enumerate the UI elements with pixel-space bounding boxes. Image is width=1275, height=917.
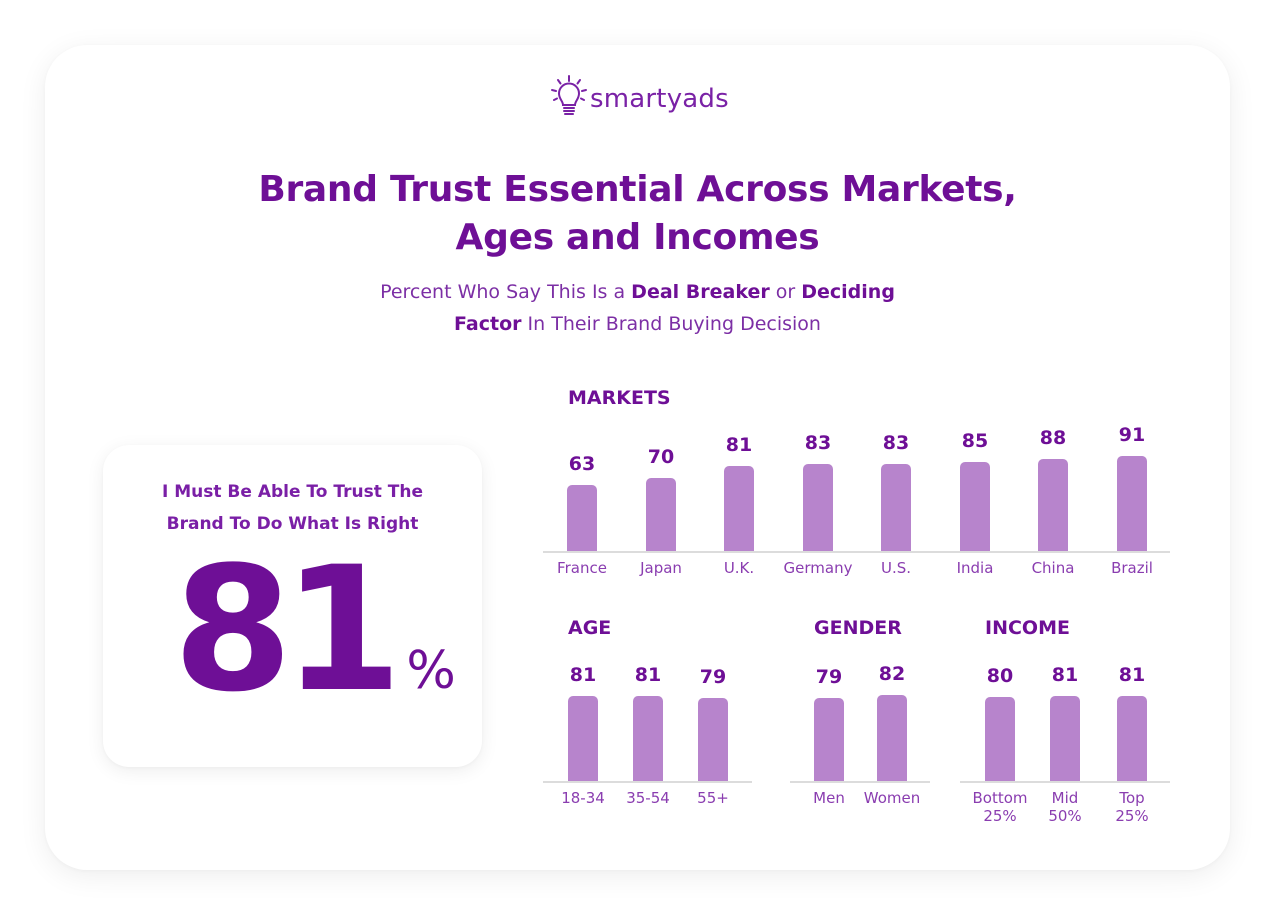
subtitle-text: or xyxy=(769,281,802,303)
bar xyxy=(814,698,844,781)
bar xyxy=(877,695,907,781)
bar xyxy=(1038,459,1068,551)
subtitle-emphasis: Deciding xyxy=(801,281,895,303)
bar xyxy=(724,466,754,551)
bar-category-label: Men xyxy=(813,789,845,807)
bar-value-label: 70 xyxy=(647,446,675,468)
bar-value-label: 88 xyxy=(1039,427,1067,449)
bar-category-label: 55+ xyxy=(697,789,729,807)
page-subtitle: Percent Who Say This Is a Deal Breaker o… xyxy=(0,276,1275,340)
bar xyxy=(633,696,663,781)
bar xyxy=(985,697,1015,781)
bar-value-label: 83 xyxy=(804,432,832,454)
bar-category-label: 35-54 xyxy=(626,789,670,807)
key-stat-label-line-2: Brand To Do What Is Right xyxy=(166,514,419,534)
title-line-2: Ages and Incomes xyxy=(455,217,820,258)
bar-category-label: Brazil xyxy=(1111,559,1153,577)
income-chart-title: INCOME xyxy=(985,617,1070,639)
title-line-1: Brand Trust Essential Across Markets, xyxy=(258,169,1017,210)
bar-value-label: 83 xyxy=(882,432,910,454)
bar-category-label: Women xyxy=(863,789,921,807)
x-axis-line xyxy=(543,781,752,783)
bar-value-label: 81 xyxy=(725,434,753,456)
age-chart-title: AGE xyxy=(568,617,612,639)
bar xyxy=(881,464,911,551)
bar-category-label: Bottom 25% xyxy=(972,789,1028,825)
bar-value-label: 81 xyxy=(1118,664,1146,686)
bar-value-label: 81 xyxy=(634,664,662,686)
bar xyxy=(567,485,597,551)
x-axis-line xyxy=(543,551,1170,553)
markets-chart-title: MARKETS xyxy=(568,387,671,409)
bar-category-label: Top 25% xyxy=(1115,789,1149,825)
x-axis-line xyxy=(960,781,1170,783)
bar-value-label: 79 xyxy=(699,666,727,688)
bar-category-label: Germany xyxy=(783,559,853,577)
bar-value-label: 63 xyxy=(568,453,596,475)
bar xyxy=(1050,696,1080,781)
bar-category-label: France xyxy=(557,559,607,577)
key-stat-value: 81 % xyxy=(173,529,456,730)
subtitle-line-1: Percent Who Say This Is a Deal Breaker o… xyxy=(0,276,1275,308)
bar-category-label: India xyxy=(956,559,994,577)
bar-category-label: U.S. xyxy=(880,559,912,577)
key-stat-number: 81 xyxy=(173,529,402,730)
key-stat-label-line-1: I Must Be Able To Trust The xyxy=(162,482,423,502)
subtitle-emphasis: Factor xyxy=(454,313,522,335)
key-stat-card: I Must Be Able To Trust The Brand To Do … xyxy=(103,445,482,767)
bar xyxy=(1117,456,1147,551)
subtitle-emphasis: Deal Breaker xyxy=(631,281,770,303)
key-stat-unit: % xyxy=(406,641,456,701)
bar-category-label: China xyxy=(1031,559,1075,577)
subtitle-text: Percent Who Say This Is a xyxy=(380,281,632,303)
bar-category-label: Mid 50% xyxy=(1048,789,1082,825)
gender-chart-title: GENDER xyxy=(814,617,902,639)
bar xyxy=(803,464,833,551)
bar xyxy=(646,478,676,551)
page-title: Brand Trust Essential Across Markets, Ag… xyxy=(0,166,1275,262)
bar-value-label: 82 xyxy=(878,663,906,685)
brand-name: smartyads xyxy=(590,84,729,114)
bar xyxy=(568,696,598,781)
lightbulb-icon xyxy=(551,75,587,115)
subtitle-line-2: Factor In Their Brand Buying Decision xyxy=(0,308,1275,340)
bar-value-label: 85 xyxy=(961,430,989,452)
bar-category-label: 18-34 xyxy=(561,789,605,807)
bar xyxy=(1117,696,1147,781)
bar-category-label: Japan xyxy=(640,559,682,577)
brand-logo: smartyads xyxy=(549,74,729,120)
x-axis-line xyxy=(790,781,930,783)
bar-value-label: 79 xyxy=(815,666,843,688)
bar xyxy=(960,462,990,551)
subtitle-text: In Their Brand Buying Decision xyxy=(521,313,821,335)
bar-value-label: 91 xyxy=(1118,424,1146,446)
bar-value-label: 81 xyxy=(569,664,597,686)
bar xyxy=(698,698,728,781)
key-stat-label: I Must Be Able To Trust The Brand To Do … xyxy=(103,476,482,540)
bar-value-label: 81 xyxy=(1051,664,1079,686)
bar-value-label: 80 xyxy=(986,665,1014,687)
bar-category-label: U.K. xyxy=(723,559,755,577)
